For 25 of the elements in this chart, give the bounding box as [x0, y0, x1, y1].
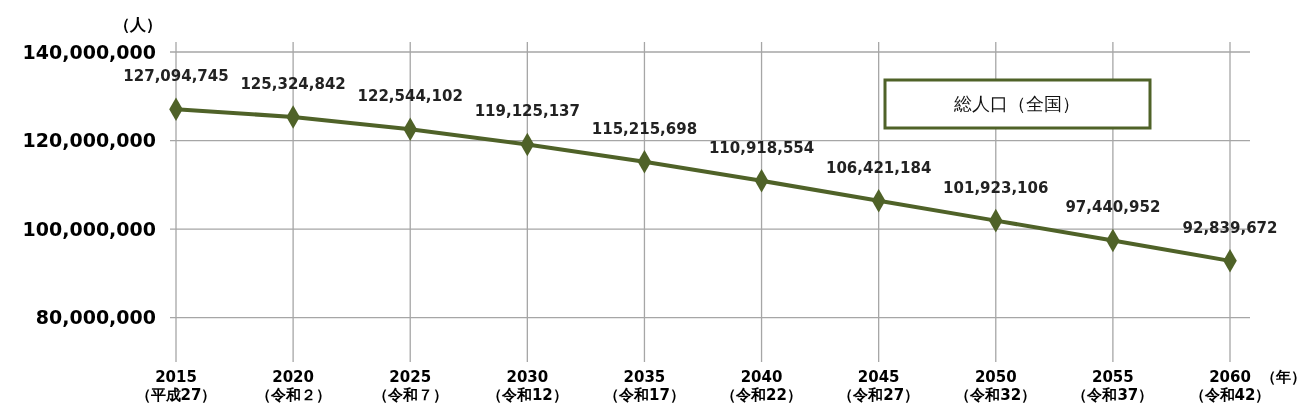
x-tick-label: 2050 （令和32） — [955, 367, 1037, 405]
data-label: 110,918,554 — [708, 138, 815, 157]
x-tick-label: 2035 （令和17） — [604, 367, 685, 405]
data-label: 106,421,184 — [825, 158, 932, 177]
y-tick-label: 80,000,000 — [35, 306, 156, 329]
y-axis-title: （人） — [114, 15, 162, 34]
data-label: 92,839,672 — [1182, 218, 1278, 237]
x-tick-label: 2055 （令和37） — [1072, 367, 1154, 405]
data-label: 127,094,745 — [123, 67, 229, 86]
x-tick-label: 2045 （令和27） — [838, 367, 920, 405]
data-label: 101,923,106 — [943, 178, 1049, 197]
x-tick-label: 2025 （令和７） — [372, 367, 448, 405]
x-tick-label: 2020 （令和２） — [255, 367, 331, 405]
y-tick-label: 100,000,000 — [22, 217, 156, 240]
x-tick-label: 2040 （令和22） — [721, 367, 802, 405]
data-label: 119,125,137 — [474, 102, 581, 121]
data-label: 122,544,102 — [357, 87, 463, 106]
x-tick-label: 2015 （平成27） — [135, 367, 217, 405]
text: 総人口（全国） — [953, 93, 1080, 115]
y-tick-label: 140,000,000 — [22, 40, 156, 63]
data-label: 97,440,952 — [1065, 198, 1161, 217]
y-tick-label: 120,000,000 — [22, 129, 156, 152]
data-label: 125,324,842 — [240, 74, 346, 93]
data-label: 115,215,698 — [591, 119, 698, 138]
x-tick-label: 2030 （令和12） — [486, 367, 568, 405]
